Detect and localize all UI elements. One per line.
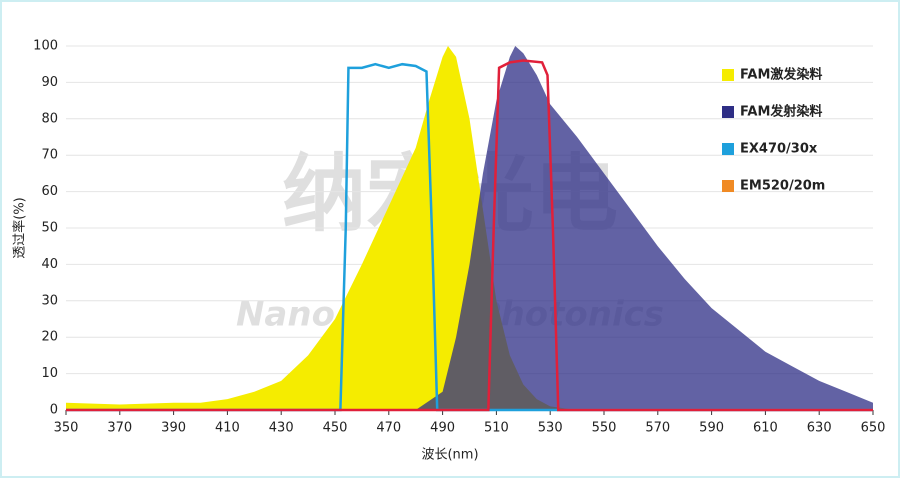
y-axis-label: 透过率(%) — [12, 197, 28, 259]
y-tick-label: 80 — [41, 111, 58, 126]
y-tick-label: 20 — [41, 330, 58, 345]
line — [66, 59, 873, 412]
y-tick-label: 90 — [41, 75, 58, 90]
x-tick-label: 610 — [753, 421, 778, 436]
y-tick-label: 100 — [33, 39, 58, 54]
y-tick-label: 70 — [41, 148, 58, 163]
x-tick-label: 370 — [107, 421, 132, 436]
x-tick-label: 510 — [484, 421, 509, 436]
x-tick-label: 490 — [430, 421, 455, 436]
x-axis-label: 波长(nm) — [421, 448, 478, 463]
x-tick-label: 630 — [807, 421, 832, 436]
legend: FAM激发染料 FAM发射染料 EX470/30x EM520/20m — [722, 67, 825, 194]
area — [66, 46, 873, 410]
legend-swatch — [722, 180, 734, 192]
y-tick-label: 50 — [41, 221, 58, 236]
legend-swatch — [722, 69, 734, 81]
x-tick-label: 390 — [161, 421, 186, 436]
x-tick-label: 430 — [269, 421, 294, 436]
x-tick-label: 530 — [538, 421, 563, 436]
legend-swatch — [722, 106, 734, 118]
legend-label: FAM激发染料 — [740, 67, 822, 83]
legend-label: EX470/30x — [740, 142, 818, 157]
x-tick-label: 450 — [323, 421, 348, 436]
x-tick-label: 590 — [699, 421, 724, 436]
y-tick-label: 10 — [41, 366, 58, 381]
y-tick-label: 40 — [41, 257, 58, 272]
y-tick-label: 0 — [50, 403, 58, 418]
x-tick-label: 550 — [592, 421, 617, 436]
legend-label: EM520/20m — [740, 179, 825, 194]
x-tick-label: 570 — [645, 421, 670, 436]
line — [66, 62, 873, 412]
x-tick-label: 470 — [376, 421, 401, 436]
y-tick-label: 30 — [41, 293, 58, 308]
x-tick-label: 650 — [861, 421, 886, 436]
legend-swatch — [722, 143, 734, 155]
y-tick-label: 60 — [41, 184, 58, 199]
x-tick-label: 410 — [215, 421, 240, 436]
legend-label: FAM发射染料 — [740, 104, 822, 120]
x-tick-label: 350 — [54, 421, 79, 436]
area — [66, 46, 873, 410]
